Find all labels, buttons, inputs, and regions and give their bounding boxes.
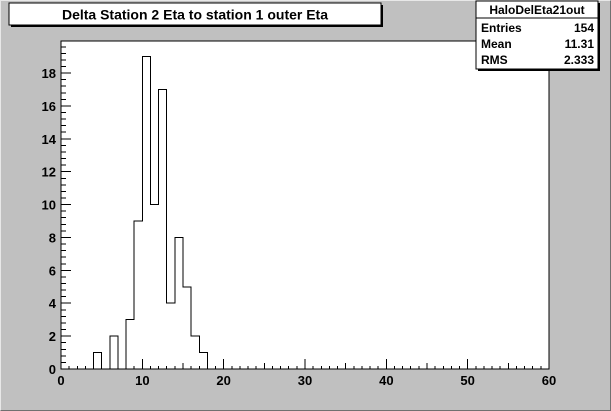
title-box: Delta Station 2 Eta to station 1 outer E… (8, 2, 383, 27)
y-tick-label: 6 (49, 263, 56, 278)
x-tick-label: 30 (298, 373, 312, 388)
x-tick-label: 10 (135, 373, 149, 388)
stats-box: HaloDelEta21out Entries 154 Mean 11.31 R… (475, 0, 600, 71)
chart-title: Delta Station 2 Eta to station 1 outer E… (62, 7, 328, 23)
y-tick-label: 4 (49, 296, 57, 311)
y-tick-label: 18 (42, 66, 56, 81)
y-tick-label: 8 (49, 230, 56, 245)
x-tick-label: 60 (542, 373, 556, 388)
y-tick-label: 0 (49, 362, 56, 377)
x-tick-label: 50 (460, 373, 474, 388)
x-tick-label: 0 (57, 373, 64, 388)
y-tick-label: 16 (42, 99, 56, 114)
y-tick-label: 10 (42, 198, 56, 213)
stats-entries-value: 154 (574, 21, 594, 35)
stats-mean-value: 11.31 (565, 37, 595, 51)
stats-name: HaloDelEta21out (489, 3, 584, 17)
y-tick-label: 2 (49, 329, 56, 344)
x-tick-label: 40 (379, 373, 393, 388)
stats-mean-label: Mean (481, 37, 512, 51)
axis-layer: 0 10 20 30 40 50 60 0 2 4 6 8 10 12 14 16 18 (42, 41, 556, 388)
stats-entries-label: Entries (481, 21, 522, 35)
stats-rms-value: 2.333 (564, 53, 594, 67)
x-tick-label: 20 (216, 373, 230, 388)
stats-rms-label: RMS (481, 53, 508, 67)
y-tick-label: 14 (42, 132, 57, 147)
y-tick-label: 12 (42, 165, 56, 180)
